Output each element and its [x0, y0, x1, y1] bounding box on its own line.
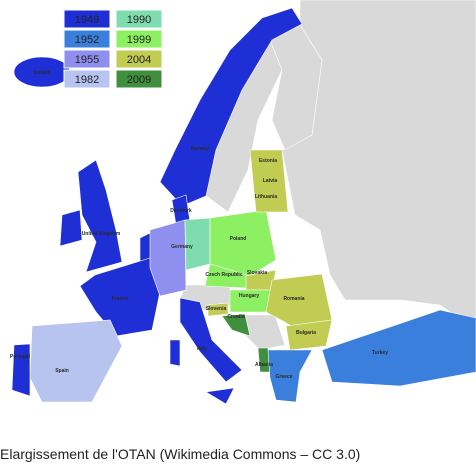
turkey-shape: [321, 309, 476, 387]
country-label: Germany: [171, 244, 193, 250]
country-label: Italy: [197, 346, 207, 352]
country-label: Estonia: [259, 158, 277, 164]
italy-shape: [179, 297, 243, 383]
legend-label: 1952: [75, 34, 99, 46]
country-label: Slovakia: [247, 270, 268, 276]
country-label: Bulgaria: [296, 330, 316, 336]
legend-swatch: [63, 9, 111, 29]
legend-swatch: [115, 29, 163, 49]
legend-label: 1949: [75, 14, 99, 26]
legend-swatch: [63, 69, 111, 89]
country-label: United Kingdom: [82, 231, 121, 237]
caption: Elargissement de l'OTAN (Wikimedia Commo…: [0, 446, 361, 462]
country-label: Denmark: [170, 208, 192, 214]
baltics-shape: [249, 149, 289, 213]
country-label: Norway: [191, 146, 209, 152]
legend-label: 1955: [75, 54, 99, 66]
legend-label: 1999: [127, 34, 151, 46]
bulgaria-shape: [285, 319, 333, 351]
country-label: Czech Republic: [205, 272, 242, 278]
legend: 1949 1952 1955 1982 1990 1999 2004 2009: [63, 9, 163, 89]
sicily-shape: [205, 387, 235, 405]
country-label: Lithuania: [255, 194, 277, 200]
legend-label: 2004: [127, 54, 151, 66]
country-label: Spain: [55, 368, 69, 374]
croatia-shape: [221, 313, 251, 337]
legend-swatch: [63, 29, 111, 49]
west-germany-shape: [149, 219, 187, 297]
land: [11, 0, 476, 405]
country-label: Poland: [230, 236, 247, 242]
country-label: France: [112, 296, 129, 302]
country-label: Greece: [276, 374, 293, 380]
country-label: Latvia: [263, 178, 278, 184]
slovenia-shape: [207, 302, 229, 317]
poland-shape: [209, 209, 277, 277]
ireland-shape: [59, 209, 83, 247]
legend-label: 2009: [127, 74, 151, 86]
country-labels: Iceland Norway Denmark United Kingdom Fr…: [10, 70, 388, 380]
spain-shape: [29, 319, 123, 403]
sardinia-shape: [169, 339, 181, 367]
country-label: Portugal: [10, 354, 31, 360]
country-label: Hungary: [239, 293, 260, 299]
legend-label: 1982: [75, 74, 99, 86]
norway-shape: [159, 7, 303, 207]
legend-swatch: [115, 9, 163, 29]
country-label: Romania: [283, 296, 304, 302]
country-label: Croatia: [227, 314, 244, 320]
country-label: Turkey: [372, 350, 388, 356]
map: 1949 1952 1955 1982 1990 1999 2004 2009 Iceland…: [10, 0, 476, 405]
legend-swatch: [115, 49, 163, 69]
country-label: Slovenia: [206, 306, 227, 312]
country-label: Iceland: [33, 70, 50, 76]
legend-swatch: [63, 49, 111, 69]
legend-label: 1990: [127, 14, 151, 26]
portugal-shape: [11, 343, 31, 397]
uk-shape: [77, 159, 123, 273]
finland-shape: [269, 24, 323, 151]
legend-swatch: [115, 69, 163, 89]
country-label: Albania: [255, 362, 273, 368]
greece-shape: [267, 349, 313, 403]
